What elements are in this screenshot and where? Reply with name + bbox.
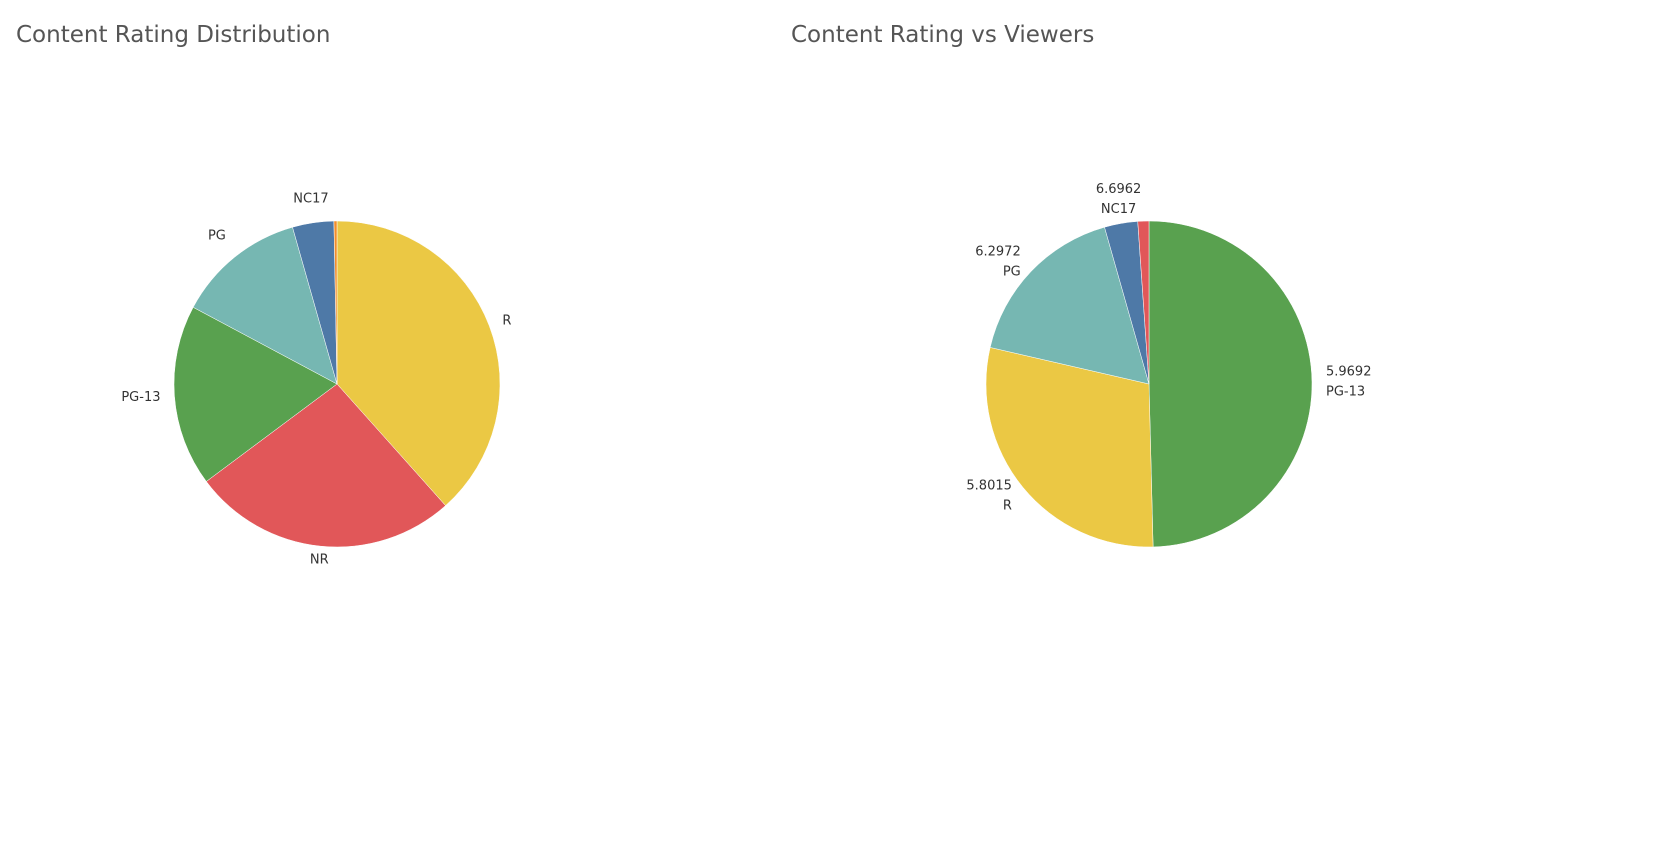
pie-slice bbox=[985, 347, 1154, 548]
slice-label: R bbox=[502, 313, 511, 328]
pie-slice bbox=[333, 220, 338, 385]
slice-label: NC17 bbox=[293, 191, 328, 206]
pie-slice bbox=[173, 306, 338, 482]
slice-label: PG-13 bbox=[121, 390, 160, 405]
slice-value-label: 6.2972 bbox=[975, 245, 1021, 260]
slice-label: PG-13 bbox=[1326, 384, 1365, 399]
slice-label: NR bbox=[310, 553, 329, 568]
pie-slice bbox=[989, 226, 1150, 385]
slice-value-label: 5.8015 bbox=[966, 478, 1012, 493]
chart-title: Content Rating vs Viewers bbox=[791, 22, 1094, 48]
pie-slice bbox=[336, 220, 501, 506]
slice-label: R bbox=[1003, 498, 1012, 513]
slice-value-label: 5.9692 bbox=[1326, 364, 1372, 379]
pie-slice bbox=[1148, 220, 1313, 548]
pie-slice bbox=[192, 226, 338, 385]
chart-title: Content Rating Distribution bbox=[16, 22, 330, 48]
pie-slice bbox=[205, 383, 446, 548]
slice-label: PG bbox=[208, 229, 226, 244]
slice-label: NC17 bbox=[1101, 202, 1136, 217]
slice-label: PG bbox=[1003, 265, 1021, 280]
pie-slice bbox=[1137, 220, 1150, 385]
slice-value-label: 6.6962 bbox=[1096, 182, 1142, 197]
